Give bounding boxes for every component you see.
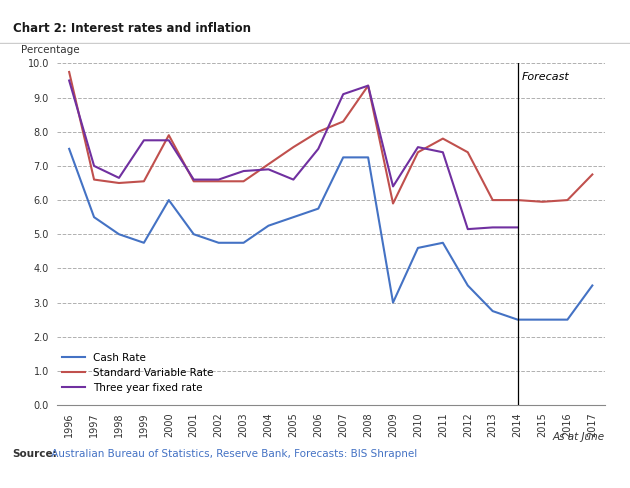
Text: Forecast: Forecast bbox=[522, 72, 569, 82]
Legend: Cash Rate, Standard Variable Rate, Three year fixed rate: Cash Rate, Standard Variable Rate, Three… bbox=[62, 353, 214, 393]
Text: Chart 2: Interest rates and inflation: Chart 2: Interest rates and inflation bbox=[13, 22, 251, 35]
Text: As at June: As at June bbox=[553, 432, 605, 442]
Text: Percentage: Percentage bbox=[21, 45, 80, 55]
Text: Australian Bureau of Statistics, Reserve Bank, Forecasts: BIS Shrapnel: Australian Bureau of Statistics, Reserve… bbox=[48, 449, 417, 459]
Text: Source:: Source: bbox=[13, 449, 57, 459]
